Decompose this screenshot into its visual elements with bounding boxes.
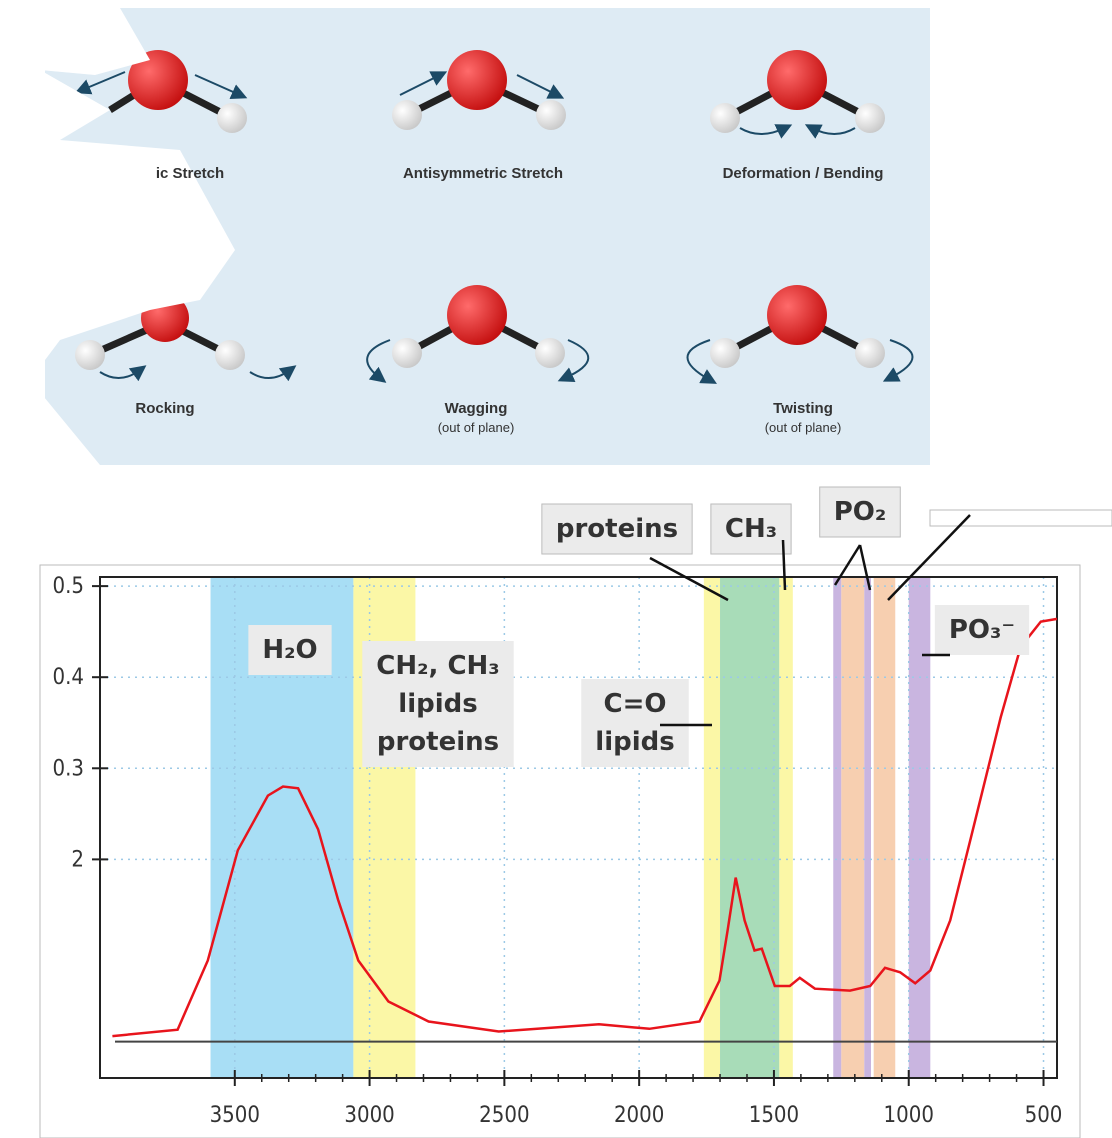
y-tick-label: 0.3: [53, 756, 84, 781]
annotation-box: [819, 486, 901, 538]
annotation: lipids: [398, 689, 477, 719]
annotation: H₂O: [262, 635, 317, 665]
diagram: ic Stretch Antisymmetric Stretch Deforma…: [30, 8, 930, 465]
mode-sublabel: (out of plane): [765, 420, 842, 435]
plot-frame: [99, 576, 1058, 1079]
x-tick-label: 3000: [344, 1103, 394, 1128]
annotation: lipids: [595, 727, 674, 757]
mode-label: Twisting: [773, 400, 833, 417]
annotation: CH₃: [725, 514, 777, 544]
annotation-box: [710, 503, 792, 555]
annotation: CH₂, CH₃: [376, 651, 499, 681]
y-tick-label: 2: [71, 847, 84, 872]
annotation-box: [362, 641, 514, 767]
paper-tear: [30, 8, 235, 465]
leader-line: [858, 544, 872, 591]
spectrum-line: [112, 617, 1058, 1038]
mode-label: Antisymmetric Stretch: [403, 165, 563, 182]
leader-line: [833, 544, 862, 586]
annotation: PO₃⁻: [949, 615, 1015, 645]
arrows: [74, 71, 914, 384]
cut-box: [929, 509, 1112, 527]
band: [873, 577, 896, 1078]
annotation-box: [934, 605, 1030, 655]
band: [720, 577, 780, 1078]
annotation: proteins: [556, 514, 678, 544]
annotation-box: [248, 625, 332, 675]
x-tick-label: 3500: [210, 1103, 260, 1128]
x-tick-label: 500: [1025, 1103, 1063, 1128]
annotation-box: [541, 503, 693, 555]
mode-label: Rocking: [135, 400, 194, 417]
band: [833, 577, 842, 1078]
x-tick-label: 2500: [479, 1103, 529, 1128]
band: [908, 577, 931, 1078]
x-tick-label: 1000: [884, 1103, 934, 1128]
mode-sublabel: (out of plane): [438, 420, 515, 435]
annotation: PO₂: [834, 497, 887, 527]
band: [779, 577, 793, 1078]
band: [841, 577, 865, 1078]
annotation: C=O: [604, 689, 667, 719]
annotation-box: [581, 679, 689, 767]
leader-line: [781, 539, 787, 591]
y-tick-label: 0.4: [53, 665, 84, 690]
leader-line: [649, 556, 729, 602]
band: [864, 577, 871, 1078]
chart: 0.5 0.4 0.3 2 3500 3000 2500 2000 1500 1000 500 H₂O…: [39, 486, 1112, 1138]
band: [703, 577, 721, 1078]
x-tick-label: 2000: [614, 1103, 664, 1128]
leader-line: [887, 514, 971, 601]
x-tick-label: 1500: [749, 1103, 799, 1128]
mode-label: Deformation / Bending: [723, 165, 884, 182]
annotation: proteins: [377, 727, 499, 757]
y-tick-label: 0.5: [53, 574, 84, 599]
mode-label: Wagging: [445, 400, 508, 417]
mode-label: ic Stretch: [156, 165, 224, 182]
